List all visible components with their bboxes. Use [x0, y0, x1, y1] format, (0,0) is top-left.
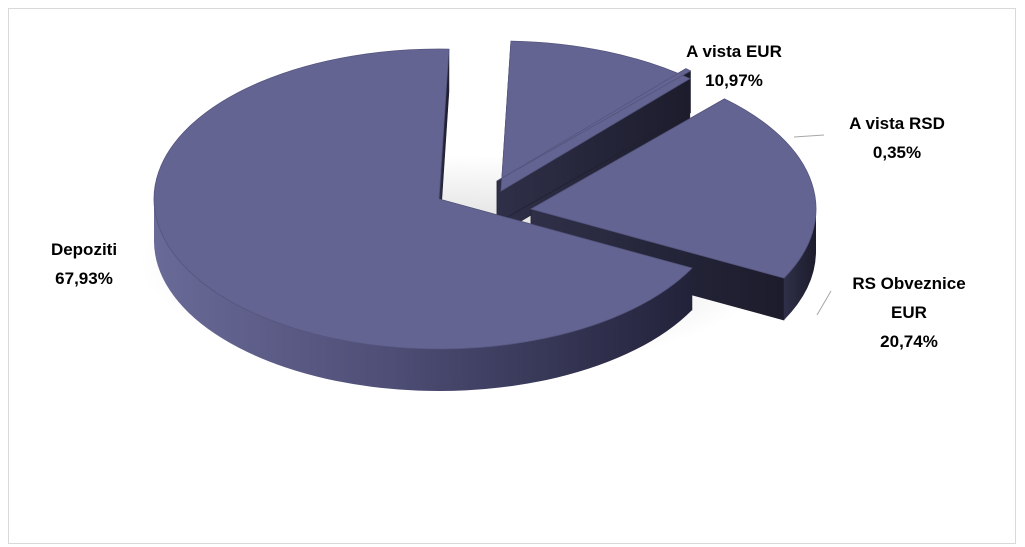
pie-chart: A vista EUR 10,97% A vista RSD 0,35% RS Obve…: [51, 40, 966, 391]
data-label-line: RS Obveznice: [852, 274, 965, 293]
slice-rim-2-0: [783, 209, 816, 321]
data-label-line: EUR: [891, 303, 927, 322]
data-label-line: 20,74%: [880, 332, 938, 351]
data-label-line: A vista EUR: [686, 42, 782, 61]
data-label-line: 0,35%: [873, 143, 921, 162]
data-label-line: Depoziti: [51, 240, 117, 259]
slice-top-depoziti: [153, 48, 693, 350]
data-label-line: A vista RSD: [849, 114, 945, 133]
leader-line-1: [793, 134, 825, 138]
data-label-line: 67,93%: [55, 269, 113, 288]
chart-frame: A vista EUR 10,97% A vista RSD 0,35% RS Obve…: [8, 8, 1016, 544]
data-label-a-vista-eur: A vista EUR 10,97%: [686, 42, 782, 90]
slice-rim-3-0: [154, 199, 692, 391]
data-label-rs-obveznice-eur: RS Obveznice EUR 20,74%: [852, 274, 965, 351]
data-label-depoziti: Depoziti 67,93%: [51, 240, 117, 288]
leader-line-2: [816, 290, 832, 316]
data-label-a-vista-rsd: A vista RSD 0,35%: [849, 114, 945, 162]
slice-top-rs-obveznice-eur: [529, 98, 817, 279]
data-label-line: 10,97%: [705, 71, 763, 90]
slice-top-a-vista-rsd: [496, 68, 692, 182]
